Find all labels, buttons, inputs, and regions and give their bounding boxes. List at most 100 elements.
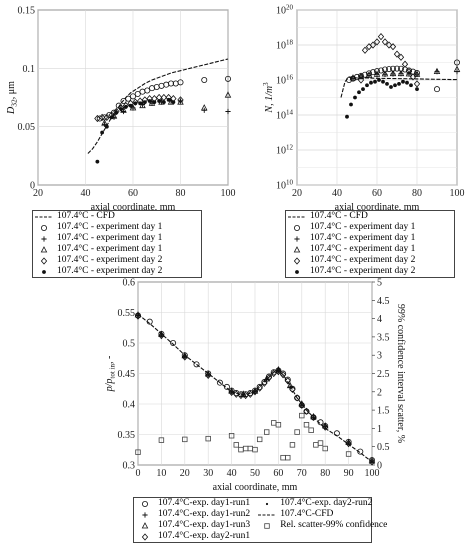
y-axis-title-right: 99% confidence interval scatter, %	[395, 304, 406, 443]
y-right-tick-label: 2.5	[377, 369, 390, 380]
data-point	[293, 394, 301, 402]
cfd-line	[87, 58, 229, 154]
data-point	[103, 113, 111, 121]
legend-label: 107.4°C - experiment day 1	[57, 233, 163, 243]
x-tick-label: 100	[450, 188, 465, 199]
data-point	[393, 50, 401, 58]
data-point	[373, 79, 377, 84]
cfd-line	[340, 76, 458, 98]
data-point	[134, 91, 141, 98]
data-point	[128, 103, 133, 108]
legend-label: 107.4°C - CFD	[310, 211, 368, 221]
data-point	[177, 96, 184, 104]
legend-label: 107.4°C-exp. day1-run2	[158, 509, 251, 519]
chart-d32-plot: 20 40 60 80 100 0 0.05 0.1 0.15 axial coordinate,…	[6, 6, 236, 214]
data-point	[393, 65, 400, 72]
x-tick-label: 80	[412, 188, 422, 199]
legend-label: 107.4°C - experiment day 1	[57, 222, 163, 232]
data-point	[299, 412, 305, 419]
data-point	[381, 70, 389, 77]
data-point	[317, 440, 324, 446]
data-point	[252, 446, 258, 453]
data-point	[357, 76, 365, 84]
series-line	[340, 76, 458, 98]
tick-exponent: 18	[286, 39, 294, 47]
data-point	[413, 70, 421, 77]
legend-marker	[42, 270, 46, 274]
data-point	[109, 115, 114, 120]
legend-symbol-graphic	[264, 523, 270, 529]
legend-pressure: 107.4°C-exp. day1-run1 107.4°C-exp. day2-…	[133, 497, 387, 543]
series-star	[95, 97, 176, 164]
y-right-tick-label: 3.5	[377, 332, 390, 343]
data-point	[405, 68, 413, 76]
data-point	[433, 86, 440, 93]
tick-exponent: 20	[286, 4, 294, 12]
x-tick-label: 50	[250, 468, 260, 479]
y-tick-label: 0.45	[118, 369, 136, 380]
legend-symbol-graphic	[35, 216, 53, 218]
legend-symbol	[134, 509, 156, 520]
y-tick-label: 1012	[276, 144, 294, 157]
legend-symbol-graphic	[141, 522, 149, 529]
data-point	[216, 379, 223, 386]
legend-symbol-graphic	[295, 270, 299, 274]
data-point	[100, 130, 105, 135]
x-tick-label: 60	[128, 188, 138, 199]
legend-symbol-graphic	[142, 512, 148, 518]
legend-marker	[141, 522, 149, 529]
y-tick-label: 1010	[276, 179, 294, 192]
legend-symbol-graphic	[41, 236, 47, 242]
data-point	[135, 449, 141, 455]
tick-base: 10	[276, 76, 286, 87]
x-axis-title: axial coordinate, mm	[91, 202, 176, 213]
x-tick-label: 20	[292, 188, 302, 199]
legend-symbol	[256, 498, 278, 509]
legend-entry: 107.4°C-exp. day1-run2	[134, 509, 254, 520]
data-point	[207, 373, 210, 376]
data-point	[324, 425, 327, 428]
data-point	[385, 66, 392, 73]
legend-marker	[293, 246, 301, 253]
data-point	[101, 119, 108, 126]
y-axis-title-main: D	[6, 106, 17, 115]
data-point	[289, 442, 296, 448]
series-square	[135, 412, 375, 465]
legend-symbol	[286, 211, 308, 222]
legend-label: Rel. scatter-99% confidence	[280, 520, 388, 530]
data-point	[349, 102, 353, 107]
data-point	[397, 69, 405, 77]
data-point	[409, 73, 417, 81]
data-point	[98, 113, 106, 121]
y-tick-label: 1016	[276, 74, 294, 87]
data-point	[381, 38, 389, 46]
data-point	[228, 433, 235, 439]
data-point	[157, 99, 162, 103]
data-point	[349, 74, 357, 81]
x-tick-label: 70	[297, 468, 307, 479]
data-point	[158, 437, 165, 443]
data-point	[94, 114, 101, 123]
series-star	[345, 78, 419, 119]
legend-entry: 107.4°C - experiment day 1	[286, 233, 454, 244]
series-line	[87, 58, 229, 154]
data-point	[142, 100, 147, 105]
legend-label: 107.4°C - experiment day 2	[310, 255, 416, 265]
y-tick-label: 0.05	[18, 122, 36, 133]
legend-entry: 107.4°C-exp. day2-run1	[134, 531, 254, 542]
data-point	[228, 388, 235, 397]
legend-entry: 107.4°C - experiment day 2	[286, 266, 454, 277]
data-point	[275, 422, 282, 428]
x-tick-label: 60	[273, 468, 283, 479]
tick-base: 10	[276, 146, 286, 157]
data-point	[223, 383, 230, 390]
y-tick-label: 0.15	[18, 6, 36, 17]
y-axis-title-sup: 3	[262, 82, 270, 86]
legend-symbol	[286, 266, 308, 277]
data-point	[369, 80, 373, 85]
data-point	[453, 65, 461, 72]
legend-symbol-graphic	[40, 246, 48, 253]
tick-base: 10	[276, 181, 286, 192]
x-tick-label: 80	[176, 188, 186, 199]
y-left-main: p/p	[104, 379, 115, 393]
